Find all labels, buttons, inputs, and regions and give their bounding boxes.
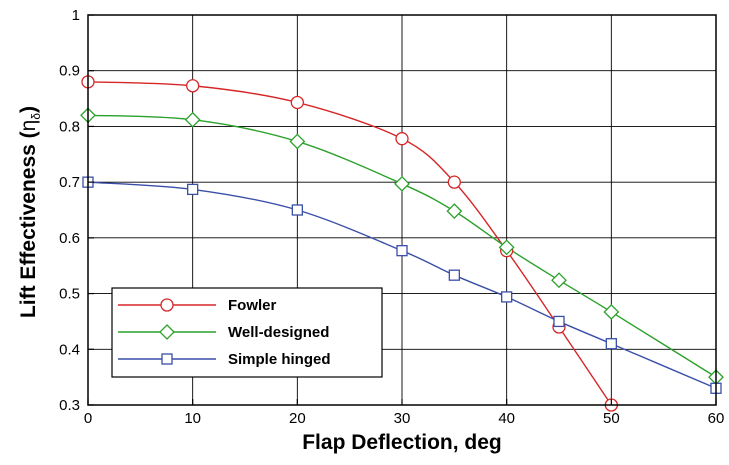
data-point-well-designed <box>289 133 306 150</box>
data-point-simple-hinged <box>187 183 199 196</box>
y-tick-label: 0.8 <box>59 118 80 135</box>
y-axis-title-close: ) <box>17 106 40 113</box>
data-point-simple-hinged <box>448 269 460 281</box>
x-tick-label: 40 <box>498 410 515 427</box>
data-point-simple-hinged <box>291 204 303 216</box>
x-tick-label: 10 <box>184 410 201 427</box>
data-point-well-designed <box>603 304 620 320</box>
x-tick-label: 50 <box>603 410 620 427</box>
y-tick-label: 0.3 <box>59 397 80 414</box>
y-axis-title-symbol: η <box>17 120 40 132</box>
data-point-simple-hinged <box>605 338 617 350</box>
x-axis-title: Flap Deflection, deg <box>302 431 502 454</box>
y-tick-label: 0.9 <box>59 63 80 80</box>
data-point-simple-hinged <box>553 315 565 328</box>
y-axis-title: Lift Effectiveness (ηδ) <box>17 106 43 318</box>
x-tick-label: 20 <box>289 410 306 427</box>
y-tick-label: 1 <box>72 7 80 24</box>
data-point-simple-hinged <box>501 291 513 303</box>
legend-label-well-designed: Well-designed <box>228 324 329 341</box>
data-point-fowler <box>186 79 200 93</box>
data-point-well-designed <box>551 272 567 289</box>
legend-marker-simple-hinged <box>161 353 173 365</box>
data-point-fowler <box>447 175 461 189</box>
data-point-well-designed <box>498 239 515 256</box>
x-tick-label: 0 <box>84 410 92 427</box>
axis-ticks: 0 10 20 30 40 50 60 0.3 0.4 0.5 0.6 0.7 0.8 0.9 1 <box>59 7 724 427</box>
series-markers <box>80 75 724 412</box>
y-tick-label: 0.4 <box>59 341 80 358</box>
legend-label-simple-hinged: Simple hinged <box>228 351 331 368</box>
data-point-well-designed <box>184 111 201 128</box>
x-tick-label: 30 <box>394 410 411 427</box>
y-tick-label: 0.5 <box>59 286 80 303</box>
legend: Fowler Well-designed Simple hinged <box>111 287 383 378</box>
data-point-well-designed <box>446 203 463 220</box>
y-axis-title-text: Lift Effectiveness ( <box>17 131 40 318</box>
legend-marker-well-designed <box>159 324 175 340</box>
data-point-simple-hinged <box>396 245 408 257</box>
data-point-fowler <box>290 95 304 110</box>
y-axis-title-subscript: δ <box>29 113 43 120</box>
series-line-simple-hinged <box>87 181 717 389</box>
data-point-well-designed <box>394 175 410 192</box>
y-tick-label: 0.6 <box>59 230 80 247</box>
legend-label-fowler: Fowler <box>228 297 277 314</box>
data-point-fowler <box>395 132 409 146</box>
x-tick-label: 60 <box>708 410 725 427</box>
y-tick-label: 0.7 <box>59 174 80 191</box>
grid <box>87 14 717 406</box>
legend-marker-fowler <box>160 298 174 312</box>
